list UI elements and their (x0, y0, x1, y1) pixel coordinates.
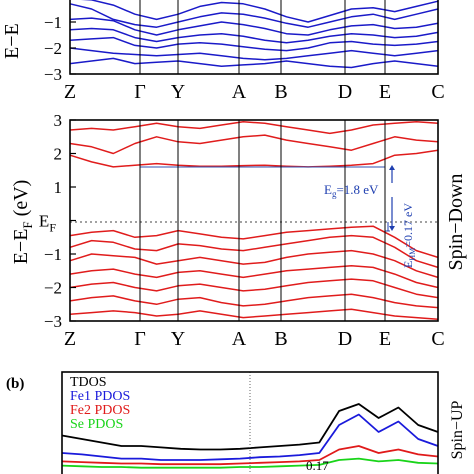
y-tick-label: −2 (44, 279, 62, 298)
kpoint-label: E (379, 81, 391, 103)
dos-side-label: Spin−UP (449, 400, 466, 459)
kpoint-label: C (431, 328, 444, 350)
panel-b-label: (b) (6, 376, 24, 392)
band-line (69, 3, 439, 28)
band-line (69, 47, 439, 61)
spin-up-bands (69, 0, 439, 69)
band-line (69, 120, 439, 135)
band-line (69, 225, 439, 259)
y-tick-label: −1 (44, 13, 62, 32)
band-line (69, 149, 439, 168)
band-line (69, 234, 439, 269)
kpoint-label: D (338, 81, 352, 103)
legend-entry: Se PDOS (70, 417, 123, 432)
kpoint-label: Γ (134, 328, 146, 350)
gap-arrowhead-bottom (389, 226, 395, 231)
kpoint-label: B (274, 81, 287, 103)
panel-spin-down: 3 2 1 EF −1 −2 −3 Z Γ Y A B D E C Eg=1.8 eV EHM=0.17 … (10, 111, 467, 350)
y-tick-label: −3 (44, 312, 62, 331)
dos-line (61, 457, 439, 469)
kpoint-label: Y (171, 328, 185, 350)
band-line (69, 293, 439, 309)
band-line (69, 278, 439, 299)
legend-entry: Fe1 PDOS (70, 389, 130, 404)
y-tick-label: EF (39, 212, 56, 235)
kpoint-label: Z (64, 328, 76, 350)
y-tick-sub: F (49, 221, 56, 235)
band-line (80, 0, 439, 23)
band-line (69, 308, 439, 321)
band-line (69, 57, 439, 69)
legend-entry: TDOS (70, 375, 107, 390)
y-tick-label: 2 (54, 145, 63, 164)
legend-entry: Fe2 PDOS (70, 403, 130, 418)
spin-down-side-label: Spin−Down (445, 174, 467, 271)
hm-annotation: EHM=0.17 eV (401, 203, 417, 268)
y-tick-label: −3 (44, 65, 62, 84)
band-line (69, 134, 439, 155)
kpoint-label: Γ (134, 81, 146, 103)
kpoint-label: Z (64, 81, 76, 103)
y-tick-label: −1 (44, 245, 62, 264)
dos-line (61, 445, 439, 466)
dos-line (61, 413, 439, 461)
band-line (69, 27, 439, 44)
band-line (69, 17, 439, 36)
spin-down-ylabel: E−EF (eV) (10, 180, 35, 265)
dos-frame (61, 371, 439, 474)
spin-down-bands (69, 120, 439, 321)
dos-fragment-text: 0.17 (306, 458, 329, 473)
kpoint-label: Y (171, 81, 185, 103)
band-line (69, 249, 439, 279)
gap-annotation: Eg=1.8 eV (324, 182, 379, 199)
kpoint-label: A (232, 328, 247, 350)
y-tick-label: 1 (54, 178, 63, 197)
kpoint-label: A (232, 81, 247, 103)
kpoint-label: B (274, 328, 287, 350)
kpoint-label: C (431, 81, 444, 103)
spin-down-frame (69, 119, 439, 322)
kpoint-label: D (338, 328, 352, 350)
y-tick-label: 3 (54, 111, 63, 130)
panel-spin-up: −1 −2 −3 Z Γ Y A B D E C E−E (1, 0, 445, 103)
gap-arrowhead-top (389, 165, 395, 170)
spin-up-ylabel: E−E (1, 23, 23, 59)
dos-line (61, 403, 439, 451)
y-tick-label: −2 (44, 39, 62, 58)
kpoint-label: E (379, 328, 391, 350)
dos-series (61, 403, 439, 469)
spin-up-frame (69, 0, 439, 75)
band-line (69, 264, 439, 289)
band-line (69, 36, 439, 52)
